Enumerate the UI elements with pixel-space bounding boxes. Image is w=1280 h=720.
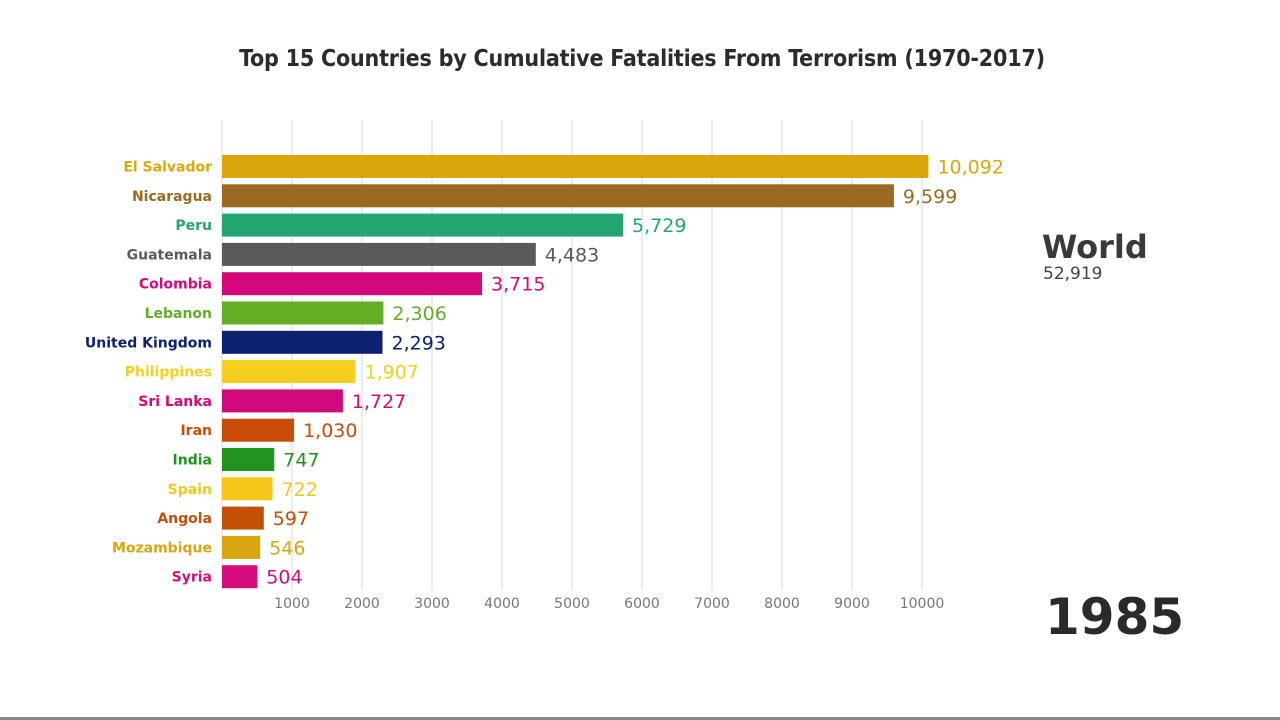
category-label: Guatemala xyxy=(127,247,212,263)
category-label: Colombia xyxy=(139,277,212,293)
x-tick-label: 3000 xyxy=(414,596,450,612)
bottom-border xyxy=(0,717,1280,720)
bar xyxy=(222,389,343,413)
category-label: Spain xyxy=(168,482,212,498)
value-label: 1,030 xyxy=(303,420,357,442)
x-tick-label: 6000 xyxy=(624,596,660,612)
category-label: Mozambique xyxy=(112,540,212,556)
category-label: United Kingdom xyxy=(85,335,212,351)
x-tick-label: 8000 xyxy=(764,596,800,612)
category-label: Lebanon xyxy=(145,306,212,322)
bar xyxy=(222,184,894,208)
value-label: 10,092 xyxy=(937,157,1003,179)
bar xyxy=(222,448,275,471)
x-tick-label: 9000 xyxy=(834,596,870,612)
bar xyxy=(222,242,536,266)
value-label: 3,715 xyxy=(491,274,545,296)
category-label: El Salvador xyxy=(123,160,212,176)
bar xyxy=(222,477,273,501)
value-label: 9,599 xyxy=(903,186,957,208)
bar xyxy=(222,506,264,530)
value-label: 5,729 xyxy=(632,215,686,237)
x-tick-labels: 1000 2000 3000 4000 5000 6000 7000 8000 9000 1000… xyxy=(274,596,944,612)
bar xyxy=(222,565,258,589)
chart-title: Top 15 Countries by Cumulative Fatalitie… xyxy=(239,46,1045,72)
value-label: 2,293 xyxy=(392,332,446,354)
bar xyxy=(222,360,356,384)
category-labels: El Salvador Nicaragua Peru Guatemala Colombi… xyxy=(85,160,212,586)
bar xyxy=(222,535,261,559)
value-label: 1,907 xyxy=(364,362,418,384)
x-tick-label: 2000 xyxy=(344,596,380,612)
value-label: 546 xyxy=(269,537,305,559)
x-tick-label: 7000 xyxy=(694,596,730,612)
category-label: Nicaragua xyxy=(132,189,212,205)
world-label: World xyxy=(1042,228,1148,266)
bar xyxy=(222,301,384,325)
value-label: 2,306 xyxy=(392,303,446,325)
bar xyxy=(222,418,295,442)
value-label: 597 xyxy=(273,508,309,530)
x-tick-label: 5000 xyxy=(554,596,590,612)
category-label: Iran xyxy=(180,423,212,439)
bar xyxy=(222,155,929,178)
bar xyxy=(222,272,483,296)
value-label: 722 xyxy=(282,479,318,501)
category-label: Philippines xyxy=(125,365,212,381)
bar xyxy=(222,213,624,237)
category-label: India xyxy=(173,453,212,469)
category-label: Syria xyxy=(172,570,212,586)
x-tick-label: 1000 xyxy=(274,596,310,612)
bar xyxy=(222,330,383,354)
category-label: Sri Lanka xyxy=(138,394,212,410)
category-label: Angola xyxy=(157,511,212,527)
category-label: Peru xyxy=(175,218,212,234)
year-label: 1985 xyxy=(1045,588,1185,646)
value-label: 504 xyxy=(266,567,302,589)
value-label: 4,483 xyxy=(545,244,599,266)
world-total: 52,919 xyxy=(1043,264,1103,284)
x-tick-label: 10000 xyxy=(900,596,945,612)
value-label: 1,727 xyxy=(352,391,406,413)
x-tick-label: 4000 xyxy=(484,596,520,612)
bars xyxy=(222,155,929,589)
value-label: 747 xyxy=(283,450,319,472)
